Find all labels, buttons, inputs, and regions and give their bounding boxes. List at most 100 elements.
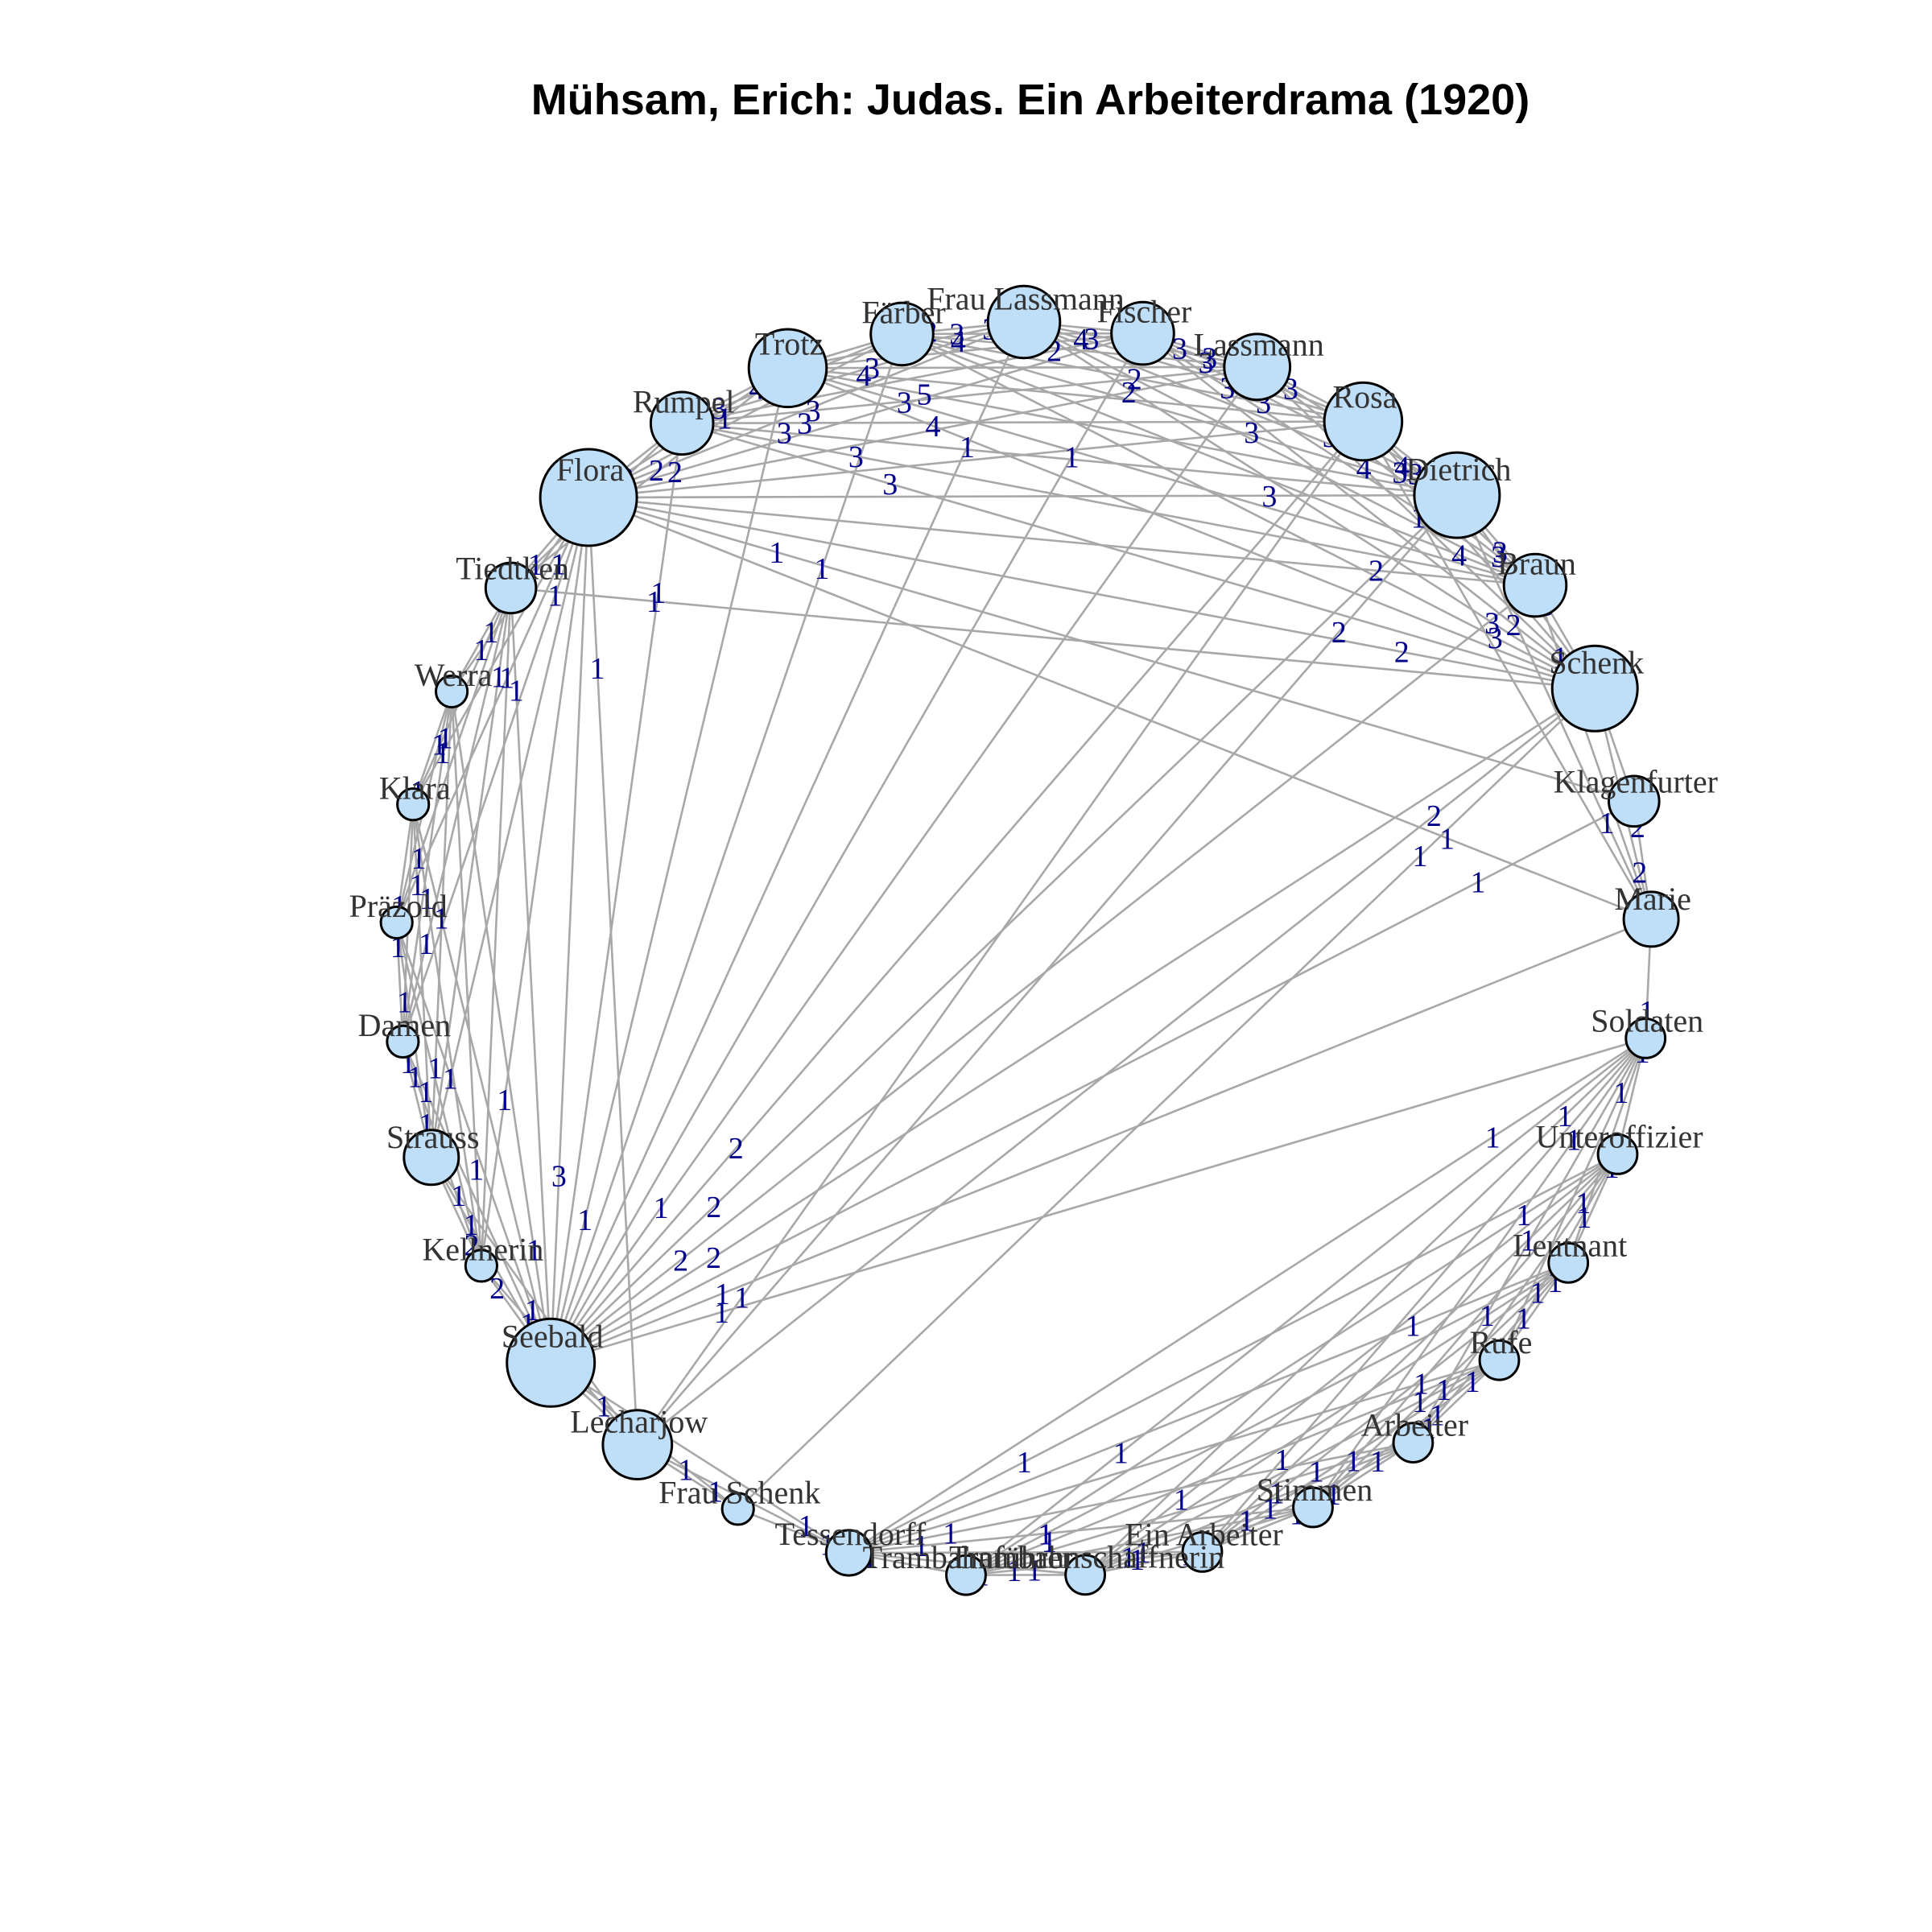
edge-weight-label: 1: [1613, 1076, 1629, 1110]
edge-weight-label: 1: [1064, 441, 1080, 475]
nodes-layer: [379, 284, 1680, 1596]
edge-weight-label: 3: [1084, 322, 1100, 356]
edge: [787, 367, 1458, 497]
edge-weight-label: 1: [1269, 1477, 1285, 1511]
node-seebald: [506, 1317, 597, 1408]
edge-weight-label: 3: [1488, 621, 1503, 655]
edge-weight-label: 3: [1261, 480, 1277, 514]
node-rufe: [1478, 1339, 1521, 1381]
edge: [848, 1550, 1203, 1554]
edge: [965, 1261, 1569, 1576]
edge-weight-label: 1: [1439, 822, 1455, 856]
node-rumpel: [649, 390, 715, 456]
node-fischer: [1110, 300, 1175, 366]
edge-weight-label: 1: [914, 1530, 929, 1563]
edge: [550, 321, 1026, 1364]
edge: [588, 365, 1257, 499]
edge-weight-label: 2: [729, 1132, 744, 1166]
edge-weight-label: 1: [431, 728, 447, 762]
edge: [549, 497, 590, 1363]
node-label-fischer: Fischer: [1097, 294, 1192, 330]
edges-layer: [395, 320, 1653, 1576]
edge-weight-label: 1: [1406, 1310, 1421, 1344]
edge: [550, 584, 1536, 1364]
edge-weight-label: 1: [443, 1062, 458, 1096]
edge-weight-label: 1: [419, 1075, 434, 1109]
edge: [395, 804, 415, 923]
edge: [787, 367, 1536, 587]
edge: [848, 1441, 1414, 1554]
node-label-dietrich: Dietrich: [1406, 452, 1511, 488]
edge-weight-label: 1: [451, 1179, 466, 1213]
edge-weight-label: 1: [1038, 1518, 1053, 1552]
edge: [1201, 1038, 1647, 1553]
edge-weight-label: 4: [1451, 539, 1467, 573]
edge-weight-label: 1: [499, 662, 514, 696]
edge-weight-label: 1: [469, 1154, 484, 1187]
edge: [787, 365, 1257, 369]
edge-weight-label: 3: [1392, 456, 1407, 490]
edge-weight-label: 3: [806, 394, 821, 428]
node-klagenfurter: [1608, 774, 1661, 828]
node-soldaten: [1624, 1018, 1667, 1059]
edge-weight-label: 1: [1274, 1443, 1290, 1477]
edge-weight-label: 1: [815, 552, 830, 586]
edge-weight-label: 1: [547, 580, 563, 613]
edge-weight-label: 1: [497, 1084, 512, 1117]
node-schenk: [1550, 644, 1639, 733]
edge-weight-label: 2: [706, 1241, 721, 1275]
edge-weight-label: 1: [1575, 1187, 1591, 1220]
edge: [1534, 584, 1653, 920]
edge: [902, 332, 1257, 369]
node-kellnerin: [464, 1249, 499, 1283]
edge: [787, 367, 1596, 690]
edge: [1455, 494, 1653, 920]
edge-weight-label: 1: [1436, 1373, 1451, 1407]
node-lassmann: [1223, 332, 1292, 402]
node-lecharjow: [601, 1409, 674, 1480]
edge: [848, 1037, 1646, 1554]
edge-weight-label: 3: [551, 1160, 567, 1194]
edge-weight-label: 1: [1345, 1445, 1360, 1479]
edge-weight-label: 1: [1471, 866, 1486, 900]
node-praezold: [379, 905, 414, 940]
node-label-stimmen: Stimmen: [1257, 1472, 1373, 1508]
edge: [549, 367, 789, 1364]
edge: [901, 332, 1596, 690]
node-label-unteroffizier: Unteroffizier: [1535, 1118, 1703, 1154]
edge-weight-label: 1: [551, 547, 567, 581]
edge: [549, 333, 903, 1364]
edge: [395, 922, 404, 1042]
edge: [787, 367, 1364, 423]
edge-weight-label: 1: [427, 1052, 443, 1086]
edge-weight-label: 1: [1129, 1543, 1145, 1577]
edge: [848, 1506, 1314, 1554]
edge: [550, 420, 1364, 1364]
node-label-braun: Braun: [1497, 546, 1576, 582]
edge-weight-label: 2: [1632, 856, 1647, 890]
edge: [1084, 1153, 1619, 1576]
node-stimmen: [1292, 1486, 1334, 1529]
edge-weight-label: 3: [1484, 606, 1500, 640]
edge-weight-label: 3: [1491, 540, 1506, 574]
node-braun: [1502, 552, 1568, 618]
node-label-trambahnschaffnerin: Trambahnschaffnerin: [949, 1539, 1224, 1575]
edge-weight-label: 1: [1026, 1554, 1042, 1587]
edge-weight-label: 1: [397, 985, 412, 1019]
edge: [549, 423, 683, 1363]
edge-weight-label: 1: [464, 1208, 479, 1242]
edge-weight-label: 3: [1172, 332, 1187, 366]
edge-weight-label: 1: [1309, 1455, 1324, 1489]
edge-weight-label: 4: [951, 325, 966, 359]
edge: [588, 496, 1652, 921]
node-label-klagenfurter: Klagenfurter: [1554, 763, 1718, 799]
node-damen: [386, 1024, 420, 1059]
edge: [395, 587, 512, 923]
node-tiedtken: [484, 561, 538, 615]
node-trambahnfuehrer: [945, 1554, 987, 1596]
edge-weight-label: 2: [1426, 799, 1442, 833]
edge-weight-label: 1: [491, 661, 506, 695]
edge: [682, 420, 1364, 425]
node-faerber: [869, 301, 935, 367]
